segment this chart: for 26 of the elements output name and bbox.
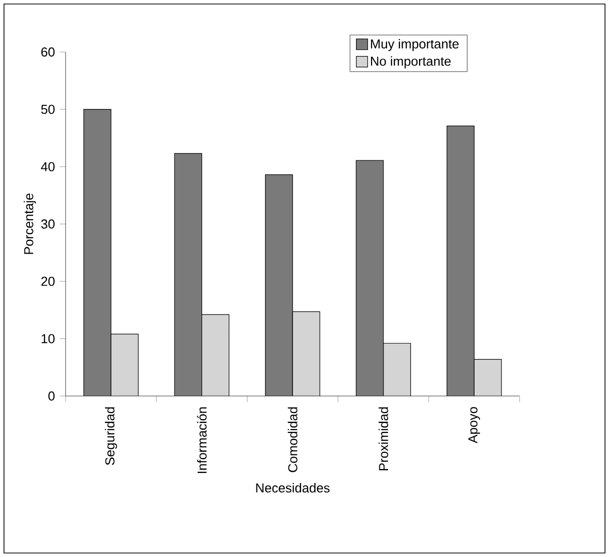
- y-tick-label: 40: [40, 162, 55, 172]
- legend-label: Muy importante: [371, 38, 459, 52]
- bar: [446, 126, 474, 396]
- x-tick-label: Apoyo: [468, 407, 480, 444]
- bar: [383, 343, 411, 396]
- bar: [111, 334, 138, 396]
- y-tick-label: 30: [41, 219, 55, 229]
- y-tick-label: 50: [41, 104, 55, 114]
- x-tick-label: Seguridad: [104, 407, 118, 465]
- bar: [174, 153, 202, 396]
- y-tick-label: 20: [41, 276, 55, 286]
- bar: [356, 160, 384, 396]
- bar: [84, 109, 111, 396]
- x-tick-label: Proximidad: [378, 407, 388, 470]
- legend-label: No importante: [371, 56, 451, 68]
- x-tick-label: Información: [196, 407, 207, 473]
- x-tick-label: Comodidad: [288, 407, 298, 472]
- bar: [202, 314, 230, 396]
- bar: [474, 359, 502, 396]
- x-axis-title: Necesidades: [256, 483, 330, 493]
- y-tick-label: 10: [42, 334, 55, 344]
- bar: [292, 312, 320, 396]
- y-tick-label: 60: [41, 47, 55, 57]
- y-axis-title: Porcentaje: [24, 194, 36, 254]
- y-tick-label: 0: [48, 391, 55, 401]
- bar: [265, 174, 293, 396]
